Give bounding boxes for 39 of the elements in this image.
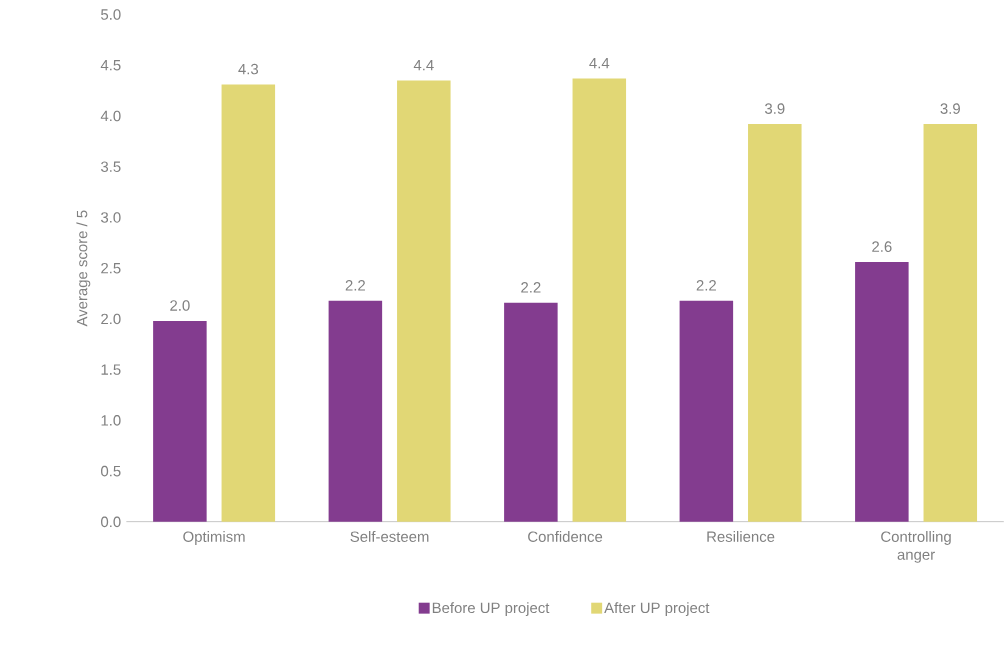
bar — [748, 124, 802, 523]
data-label: 3.9 — [940, 103, 960, 115]
bar — [328, 300, 383, 523]
y-tick-label: 0.0 — [101, 516, 121, 528]
data-label: 3.9 — [764, 103, 785, 115]
data-label: 4.4 — [589, 58, 610, 69]
y-tick-label: 4.0 — [100, 110, 121, 122]
bar — [923, 124, 978, 523]
legend-label: After UP project — [604, 602, 710, 617]
bar — [855, 262, 909, 523]
y-tick-label: 3.0 — [101, 212, 121, 223]
data-label: 2.6 — [872, 241, 892, 253]
y-tick-label: 2.5 — [101, 263, 121, 274]
legend-label: Before UP project — [432, 602, 550, 617]
x-tick-label: Controlling anger — [881, 531, 951, 563]
y-tick-label: 1.0 — [101, 415, 121, 426]
x-tick-label: Self-esteem — [350, 531, 429, 543]
bar — [221, 84, 276, 523]
y-tick-label: 5.0 — [101, 9, 121, 20]
y-tick-label: 2.0 — [101, 313, 121, 325]
y-tick-label: 4.5 — [100, 60, 121, 71]
data-label: 2.2 — [521, 282, 541, 293]
y-tick-label: 0.5 — [101, 466, 121, 477]
y-tick-label: 3.5 — [101, 161, 121, 173]
data-label: 4.4 — [413, 60, 434, 71]
data-label: 2.0 — [170, 300, 190, 311]
x-tick-label: Resilience — [707, 531, 775, 543]
bar — [572, 78, 627, 523]
y-axis-title: Average score / 5 — [76, 210, 91, 327]
data-label: 2.2 — [696, 280, 716, 291]
data-label: 4.3 — [238, 63, 259, 75]
x-tick-label: Optimism — [183, 531, 245, 546]
bar — [397, 80, 451, 523]
bar — [153, 321, 207, 523]
bar — [504, 302, 558, 523]
x-tick-label: Confidence — [528, 531, 603, 543]
data-label: 2.2 — [345, 280, 365, 291]
y-tick-label: 1.5 — [101, 364, 121, 376]
bar — [679, 300, 734, 523]
